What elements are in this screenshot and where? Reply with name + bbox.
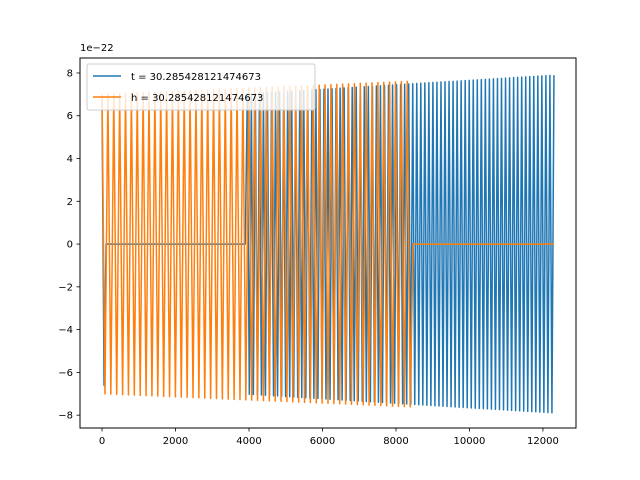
x-tick-label: 6000 (310, 436, 335, 447)
legend: t = 30.285428121474673 h = 30.2854281214… (86, 63, 316, 111)
legend-label-t: t = 30.285428121474673 (131, 72, 261, 83)
x-tick-label: 10000 (454, 436, 486, 447)
y-tick-label: −6 (58, 368, 73, 379)
y-offset-label: 1e−22 (80, 43, 114, 54)
y-tick-label: −4 (58, 325, 73, 336)
x-tick-label: 0 (99, 436, 105, 447)
y-axis: −8 −6 −4 −2 0 2 4 6 8 (58, 68, 80, 422)
x-tick-label: 8000 (383, 436, 408, 447)
legend-label-h: h = 30.285428121474673 (131, 93, 263, 104)
x-tick-label: 2000 (163, 436, 188, 447)
series-line-h (101, 80, 554, 408)
y-tick-label: −2 (58, 282, 73, 293)
y-tick-label: 0 (67, 240, 73, 251)
y-tick-label: 4 (67, 154, 73, 165)
x-tick-label: 4000 (236, 436, 261, 447)
series-layer (101, 74, 555, 414)
plot-area (101, 74, 555, 414)
y-tick-label: 6 (67, 111, 73, 122)
x-axis: 0 2000 4000 6000 8000 10000 12000 (99, 428, 559, 447)
axes-frame (79, 57, 577, 429)
y-tick-label: 2 (67, 197, 73, 208)
y-tick-label: 8 (67, 68, 73, 79)
x-tick-label: 12000 (527, 436, 559, 447)
y-tick-label: −8 (58, 411, 73, 422)
legend-frame (86, 63, 316, 111)
